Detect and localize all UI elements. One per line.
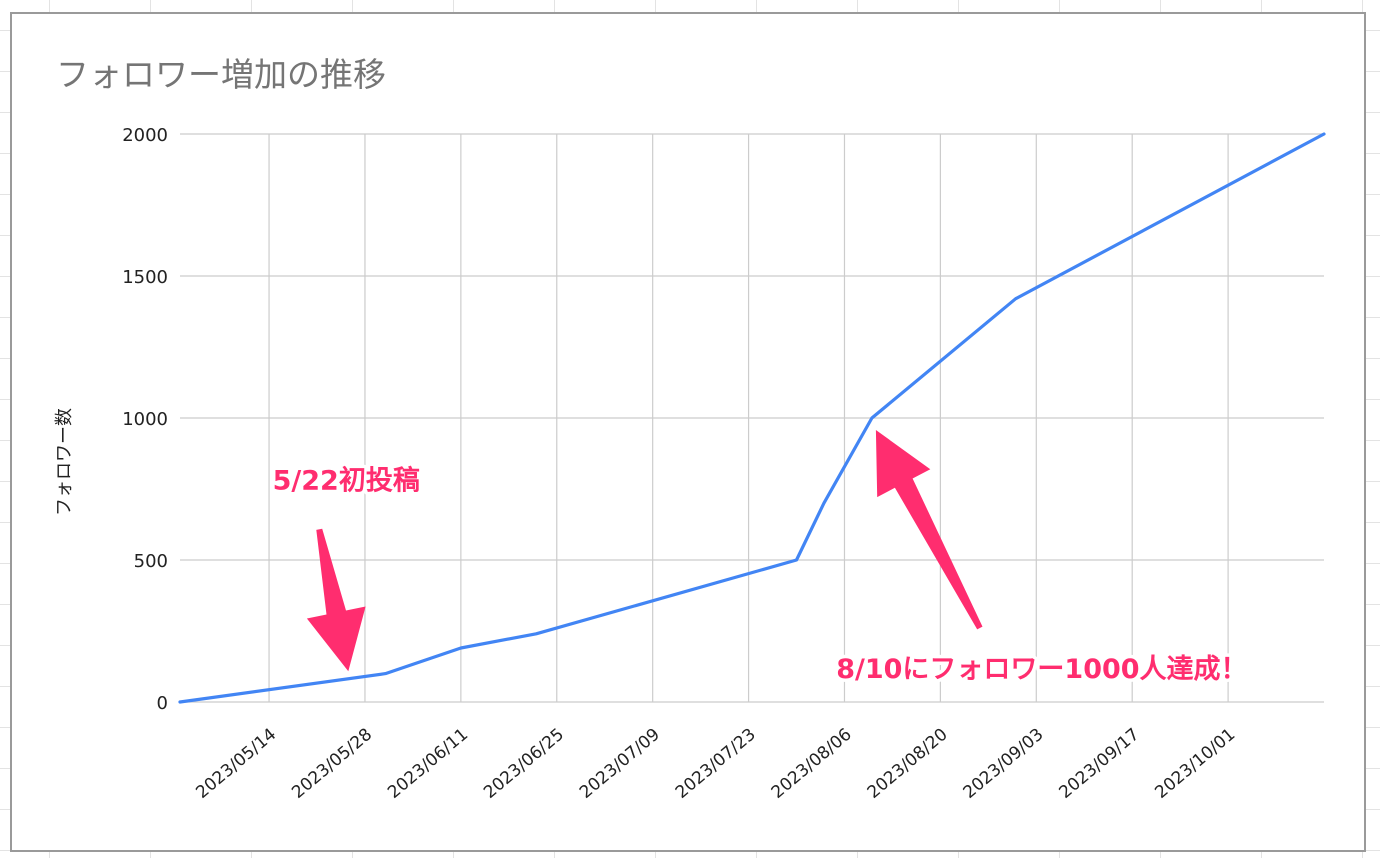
x-tick-label: 2023/06/25 — [480, 725, 568, 803]
annotations: 5/22初投稿 8/10にフォロワー1000人達成！ — [269, 430, 1251, 689]
chart-title: フォロワー増加の推移 — [56, 55, 386, 94]
x-tick-label: 2023/05/28 — [288, 725, 376, 803]
x-tick-label: 2023/05/14 — [192, 725, 280, 803]
y-tick-label: 500 — [134, 551, 168, 572]
y-tick-label: 1500 — [122, 267, 168, 288]
annotation-arrow — [875, 430, 983, 630]
y-tick-label: 0 — [157, 693, 168, 714]
annotation-1000-followers: 8/10にフォロワー1000人達成！ — [836, 654, 1247, 685]
y-axis-label: フォロワー数 — [54, 408, 75, 516]
annotation-first-post: 5/22初投稿 — [273, 464, 420, 496]
series-line — [178, 132, 1326, 704]
x-axis-ticks: 2023/05/14 2023/05/28 2023/06/11 2023/06/25… — [192, 725, 1239, 803]
series-layer — [178, 132, 1326, 704]
x-tick-label: 2023/09/03 — [960, 725, 1048, 803]
x-tick-label: 2023/07/23 — [672, 725, 760, 803]
x-tick-label: 2023/10/01 — [1151, 725, 1239, 803]
x-tick-label: 2023/09/17 — [1055, 725, 1143, 803]
x-tick-label: 2023/07/09 — [576, 725, 664, 803]
gridlines — [180, 133, 1324, 703]
x-tick-label: 2023/06/11 — [384, 725, 472, 803]
y-tick-label: 1000 — [122, 409, 168, 430]
x-tick-label: 2023/08/20 — [864, 725, 952, 803]
x-tick-label: 2023/08/06 — [768, 725, 856, 803]
chart-container[interactable] — [10, 12, 1366, 852]
y-axis-ticks: 0 500 1000 1500 2000 — [122, 125, 168, 714]
y-tick-label: 2000 — [122, 125, 168, 146]
annotation-arrow — [306, 528, 366, 672]
